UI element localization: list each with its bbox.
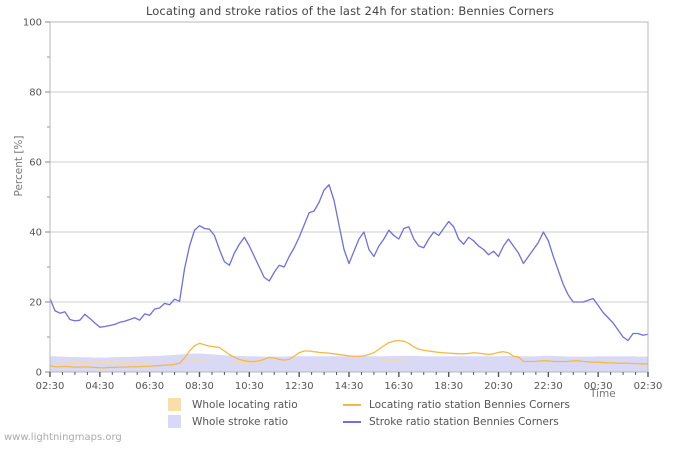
svg-text:00:30: 00:30: [584, 381, 613, 392]
svg-text:14:30: 14:30: [335, 381, 364, 392]
legend-label: Stroke ratio station Bennies Corners: [369, 415, 559, 428]
watermark: www.lightningmaps.org: [4, 432, 122, 443]
svg-text:100: 100: [23, 18, 42, 29]
x-axis-label: Time: [590, 388, 616, 400]
legend-swatch-icon: [168, 415, 181, 428]
legend-swatch-icon: [343, 403, 361, 406]
legend-swatch-icon: [168, 398, 181, 411]
legend-label: Whole locating ratio: [192, 398, 298, 411]
chart-legend: Whole locating ratio Locating ratio stat…: [168, 396, 588, 430]
svg-text:10:30: 10:30: [235, 381, 264, 392]
svg-text:20:30: 20:30: [484, 381, 513, 392]
svg-text:0: 0: [36, 368, 42, 379]
svg-text:40: 40: [29, 228, 42, 239]
chart-title: Locating and stroke ratios of the last 2…: [145, 4, 555, 18]
legend-item-whole-stroke-ratio: Whole stroke ratio: [168, 415, 343, 428]
svg-text:04:30: 04:30: [85, 381, 114, 392]
svg-text:12:30: 12:30: [285, 381, 314, 392]
svg-text:16:30: 16:30: [384, 381, 413, 392]
svg-text:20: 20: [29, 298, 42, 309]
legend-item-stroke-ratio-station: Stroke ratio station Bennies Corners: [343, 416, 559, 428]
legend-item-whole-locating-ratio: Whole locating ratio: [168, 398, 343, 411]
legend-label: Locating ratio station Bennies Corners: [369, 398, 570, 411]
svg-text:02:30: 02:30: [634, 381, 663, 392]
svg-text:18:30: 18:30: [434, 381, 463, 392]
svg-text:60: 60: [29, 158, 42, 169]
svg-text:06:30: 06:30: [135, 381, 164, 392]
svg-text:02:30: 02:30: [36, 381, 65, 392]
legend-swatch-icon: [343, 420, 361, 423]
y-axis-label: Percent [%]: [13, 135, 25, 197]
legend-item-locating-ratio-station: Locating ratio station Bennies Corners: [343, 399, 570, 411]
svg-text:08:30: 08:30: [185, 381, 214, 392]
legend-row: Whole stroke ratio Stroke ratio station …: [168, 413, 588, 430]
svg-text:80: 80: [29, 88, 42, 99]
legend-label: Whole stroke ratio: [192, 415, 288, 428]
legend-row: Whole locating ratio Locating ratio stat…: [168, 396, 588, 413]
svg-text:22:30: 22:30: [534, 381, 563, 392]
